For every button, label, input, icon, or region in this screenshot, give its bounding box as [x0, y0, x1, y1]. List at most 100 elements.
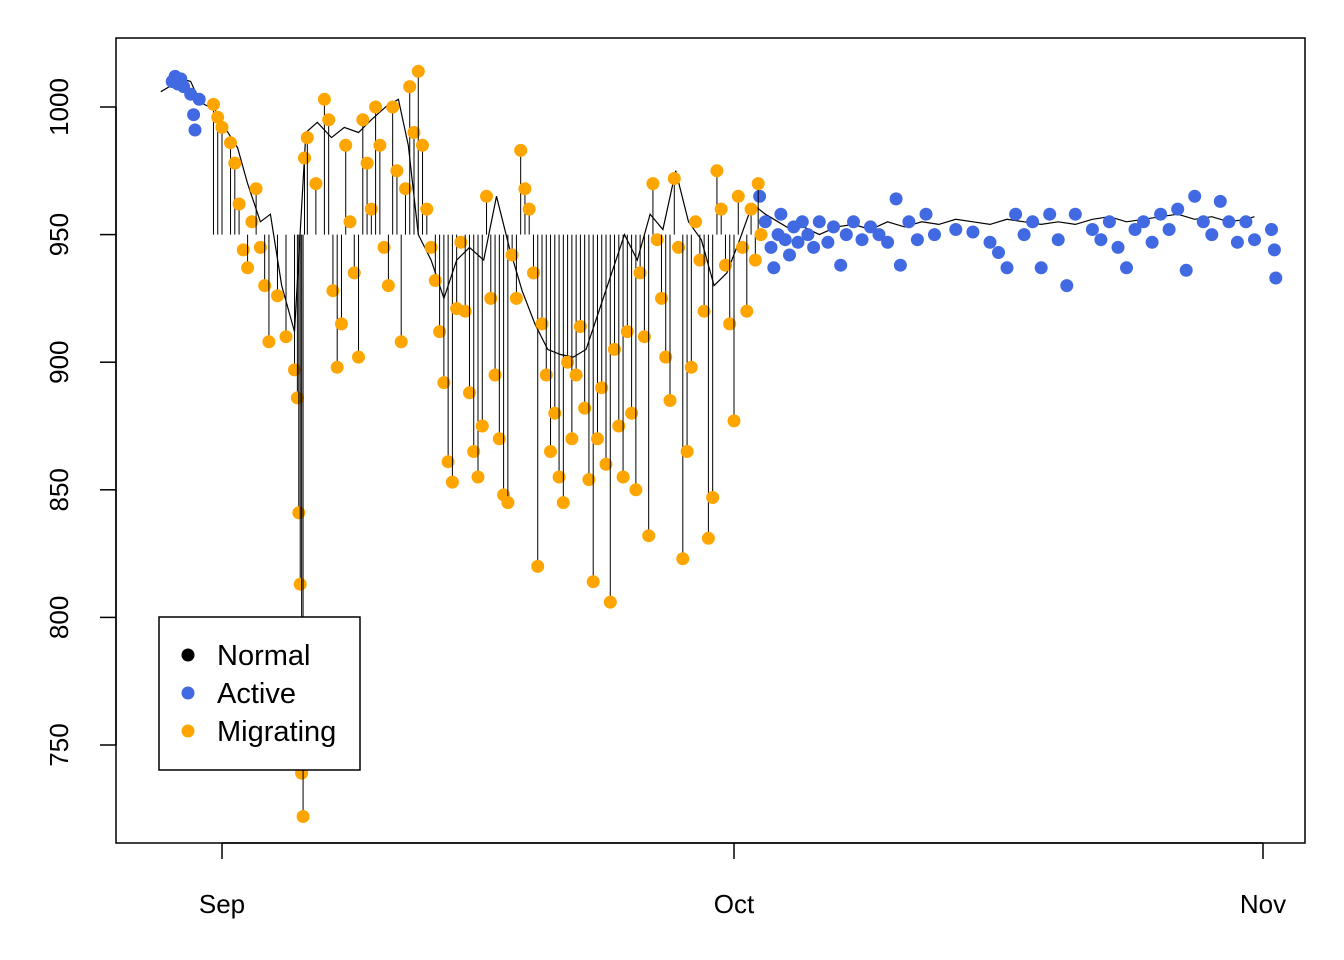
data-point [655, 291, 668, 305]
data-point [518, 182, 532, 196]
data-point [1128, 223, 1142, 236]
data-point [701, 531, 715, 545]
data-point [258, 279, 272, 293]
data-point [556, 496, 570, 510]
data-point [774, 207, 788, 221]
data-point [706, 491, 720, 504]
y-axis: 750 800 850 900 950 1000 [44, 78, 117, 767]
data-point [207, 97, 220, 111]
data-point [603, 595, 617, 609]
data-point [595, 381, 609, 395]
data-point [1145, 235, 1159, 249]
data-point [241, 261, 255, 275]
data-point [719, 258, 732, 272]
data-point [561, 355, 575, 369]
data-point [582, 473, 596, 487]
data-point [727, 414, 741, 428]
data-point [1017, 228, 1031, 242]
legend: Normal Active Migrating [158, 616, 361, 771]
data-point [424, 240, 438, 254]
data-point [552, 470, 566, 484]
data-point [642, 529, 656, 543]
y-tick-label: 800 [44, 596, 74, 639]
data-point [360, 156, 374, 170]
data-point [428, 274, 442, 287]
data-point [262, 335, 276, 349]
data-point [1060, 279, 1074, 293]
data-point [381, 279, 395, 293]
data-point [253, 240, 267, 254]
data-point [471, 470, 485, 484]
data-point [326, 284, 340, 298]
data-point [309, 177, 323, 191]
series-migrating [207, 64, 768, 823]
x-tick-label: Sep [199, 889, 245, 919]
data-point [339, 138, 353, 152]
data-point [1171, 202, 1185, 216]
data-point [983, 235, 997, 249]
data-point [317, 92, 331, 106]
data-point [714, 202, 728, 216]
legend-label: Normal [217, 640, 310, 672]
data-point [839, 228, 853, 242]
data-point [1120, 261, 1133, 275]
data-point [1230, 235, 1244, 249]
data-point [663, 394, 677, 407]
data-point [754, 228, 768, 242]
data-point [1034, 261, 1048, 275]
data-point [1043, 207, 1057, 221]
data-point [710, 164, 724, 178]
data-point [1188, 189, 1202, 203]
data-point [236, 243, 250, 257]
data-point [821, 235, 835, 249]
data-point [403, 80, 417, 94]
data-point [578, 401, 592, 415]
data-point [855, 233, 869, 247]
data-point [881, 235, 895, 249]
data-point [928, 228, 941, 242]
data-point [992, 246, 1005, 259]
data-point [758, 215, 772, 229]
data-point [433, 325, 447, 339]
data-point [723, 317, 737, 331]
data-point [910, 233, 924, 247]
data-point [753, 189, 767, 203]
data-point [531, 559, 545, 573]
data-point [731, 189, 745, 203]
legend-marker [181, 648, 195, 662]
x-axis: Sep Oct Nov [199, 842, 1286, 919]
data-point [296, 810, 310, 823]
data-point [188, 123, 202, 137]
data-point [411, 64, 425, 78]
data-point [689, 215, 703, 229]
data-point [633, 266, 647, 280]
data-point [463, 386, 476, 400]
data-point [211, 110, 225, 124]
data-point [492, 432, 506, 446]
data-point [748, 253, 762, 267]
data-point [795, 215, 809, 229]
data-point [509, 291, 523, 305]
data-point [812, 215, 826, 229]
data-point [791, 235, 805, 249]
y-tick-label: 900 [44, 341, 74, 384]
data-point [827, 220, 840, 234]
data-point [1265, 223, 1278, 236]
data-point [889, 192, 903, 206]
data-point [544, 445, 557, 458]
legend-label: Migrating [217, 716, 336, 748]
data-point [232, 197, 246, 211]
data-point [834, 258, 848, 272]
data-point [377, 240, 391, 254]
data-point [616, 470, 630, 484]
data-point [736, 240, 749, 254]
data-point [625, 406, 639, 420]
data-point [488, 368, 502, 382]
data-point [1009, 207, 1023, 221]
data-point [249, 182, 263, 196]
data-point [347, 266, 361, 280]
data-point [399, 182, 412, 196]
data-point [187, 108, 201, 122]
data-point [1068, 207, 1082, 221]
